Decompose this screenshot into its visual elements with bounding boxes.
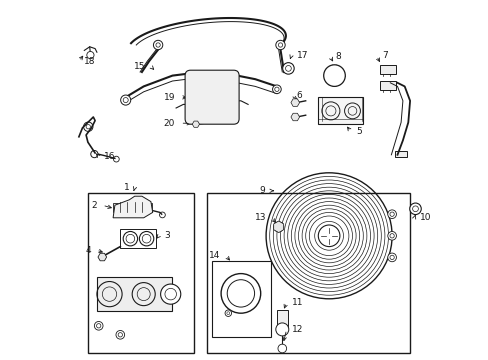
FancyBboxPatch shape bbox=[185, 70, 239, 124]
Text: 13: 13 bbox=[254, 213, 265, 222]
Polygon shape bbox=[290, 113, 299, 121]
Bar bbox=[394, 151, 406, 157]
Circle shape bbox=[121, 95, 130, 105]
Bar bbox=[379, 65, 395, 74]
Text: 5: 5 bbox=[355, 127, 361, 136]
Text: 3: 3 bbox=[164, 231, 170, 240]
Circle shape bbox=[94, 321, 103, 330]
Circle shape bbox=[91, 150, 98, 158]
Bar bbox=[276, 310, 287, 328]
Circle shape bbox=[282, 63, 294, 74]
Polygon shape bbox=[273, 221, 283, 233]
Text: 9: 9 bbox=[259, 186, 264, 195]
Text: 8: 8 bbox=[335, 52, 341, 61]
Text: 18: 18 bbox=[84, 57, 96, 66]
Circle shape bbox=[409, 203, 420, 215]
Text: 15: 15 bbox=[134, 62, 145, 71]
Text: 12: 12 bbox=[291, 325, 303, 334]
Bar bbox=[120, 229, 156, 248]
Text: 16: 16 bbox=[104, 152, 115, 161]
Circle shape bbox=[387, 253, 396, 262]
Circle shape bbox=[275, 40, 285, 50]
Text: 4: 4 bbox=[85, 246, 91, 255]
Text: 2: 2 bbox=[91, 201, 97, 210]
Polygon shape bbox=[98, 253, 106, 261]
Text: 7: 7 bbox=[381, 51, 387, 60]
Bar bbox=[206, 193, 409, 353]
Circle shape bbox=[273, 222, 283, 232]
Bar bbox=[318, 97, 363, 124]
Text: 10: 10 bbox=[419, 213, 430, 222]
Text: 14: 14 bbox=[208, 251, 220, 260]
Text: 19: 19 bbox=[163, 93, 175, 102]
Polygon shape bbox=[113, 196, 152, 218]
Circle shape bbox=[277, 344, 286, 353]
Text: 20: 20 bbox=[163, 118, 175, 127]
Circle shape bbox=[221, 274, 260, 313]
Bar bbox=[97, 277, 172, 311]
Circle shape bbox=[153, 40, 163, 50]
Circle shape bbox=[275, 323, 288, 336]
Circle shape bbox=[387, 231, 396, 240]
Polygon shape bbox=[192, 121, 199, 127]
Circle shape bbox=[387, 210, 396, 219]
Text: 6: 6 bbox=[295, 91, 301, 100]
Circle shape bbox=[116, 330, 124, 339]
Circle shape bbox=[272, 85, 281, 94]
Circle shape bbox=[87, 51, 94, 59]
Circle shape bbox=[224, 310, 231, 316]
Bar bbox=[113, 203, 118, 212]
Polygon shape bbox=[290, 99, 299, 106]
Text: 1: 1 bbox=[123, 184, 129, 192]
Circle shape bbox=[160, 284, 181, 304]
Bar bbox=[379, 81, 395, 90]
Bar bbox=[212, 261, 271, 337]
Bar bbox=[145, 203, 152, 212]
Circle shape bbox=[323, 65, 345, 86]
Text: 11: 11 bbox=[291, 298, 303, 307]
Text: 17: 17 bbox=[296, 51, 307, 60]
Bar bbox=[88, 193, 194, 353]
